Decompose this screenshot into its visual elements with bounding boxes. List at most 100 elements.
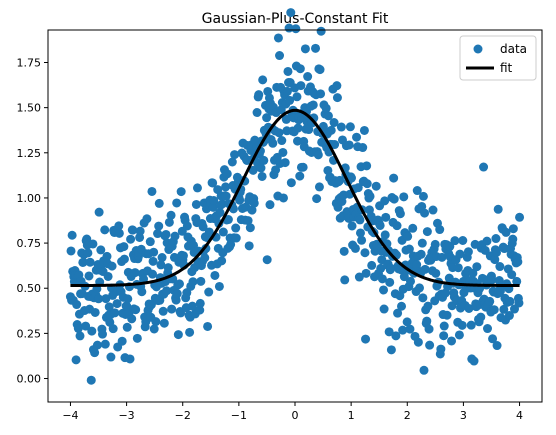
data-point [322, 104, 331, 113]
y-axis: 0.00 0.25 0.50 0.75 1.00 1.25 1.50 1.75 [17, 57, 49, 386]
data-point [419, 192, 428, 201]
legend: data fit [460, 36, 536, 80]
data-point [381, 213, 390, 222]
data-point [193, 183, 202, 192]
data-point [360, 126, 369, 135]
data-point [439, 331, 448, 340]
legend-data-marker [474, 45, 483, 54]
data-point [303, 72, 312, 81]
data-point [494, 205, 503, 214]
data-point [348, 221, 357, 230]
data-point [164, 263, 173, 272]
data-point [332, 81, 341, 90]
data-point [454, 263, 463, 272]
data-point [177, 187, 186, 196]
data-point [415, 283, 424, 292]
x-tick-label: 1 [348, 409, 355, 422]
data-point [87, 327, 96, 336]
data-point [72, 355, 81, 364]
data-point [83, 248, 92, 257]
data-point [123, 294, 132, 303]
data-point [204, 288, 213, 297]
data-point [188, 277, 197, 286]
data-point [367, 261, 376, 270]
data-point [167, 211, 176, 220]
y-tick-label: 0.00 [17, 373, 42, 386]
data-point [98, 330, 107, 339]
data-point [351, 244, 360, 253]
data-point [235, 196, 244, 205]
data-point [68, 231, 77, 240]
data-point [120, 255, 129, 264]
data-point [291, 24, 300, 33]
data-point [513, 257, 522, 266]
data-point [390, 195, 399, 204]
data-point [86, 258, 95, 267]
data-point [265, 200, 274, 209]
data-point [159, 307, 168, 316]
data-point [167, 305, 176, 314]
data-point [312, 194, 321, 203]
data-point [277, 136, 286, 145]
data-point [464, 247, 473, 256]
data-point [155, 199, 164, 208]
data-point [440, 322, 449, 331]
data-point [493, 341, 502, 350]
data-point [387, 345, 396, 354]
data-point [292, 92, 301, 101]
data-point [296, 81, 305, 90]
data-point [352, 133, 361, 142]
data-point [268, 139, 277, 148]
data-point [173, 289, 182, 298]
data-point [393, 221, 402, 230]
x-tick-label: −1 [231, 409, 247, 422]
data-point [458, 236, 467, 245]
data-point [450, 236, 459, 245]
data-point [443, 311, 452, 320]
legend-fit-label: fit [500, 61, 513, 75]
scatter-points [66, 8, 524, 385]
data-point [196, 277, 205, 286]
data-point [385, 278, 394, 287]
data-point [311, 44, 320, 53]
data-point [408, 224, 417, 233]
data-point [479, 163, 488, 172]
data-point [425, 341, 434, 350]
data-point [455, 330, 464, 339]
x-tick-label: −3 [118, 409, 134, 422]
data-point [148, 270, 157, 279]
data-point [485, 297, 494, 306]
data-point [490, 305, 499, 314]
data-point [223, 169, 232, 178]
data-point [250, 199, 259, 208]
data-point [231, 224, 240, 233]
data-point [436, 345, 445, 354]
data-point [428, 206, 437, 215]
data-point [296, 64, 305, 73]
data-point [381, 230, 390, 239]
y-tick-label: 0.25 [17, 327, 42, 340]
data-point [67, 246, 76, 255]
data-point [203, 322, 212, 331]
data-point [200, 253, 209, 262]
data-point [362, 269, 371, 278]
data-point [314, 150, 323, 159]
data-point [355, 215, 364, 224]
data-point [149, 248, 158, 257]
data-point [274, 33, 283, 42]
data-point [258, 172, 267, 181]
data-point [147, 187, 156, 196]
data-point [472, 262, 481, 271]
data-point [340, 275, 349, 284]
data-point [119, 242, 128, 251]
data-point [185, 328, 194, 337]
data-point [372, 182, 381, 191]
data-point [366, 192, 375, 201]
data-point [123, 323, 132, 332]
data-point [286, 8, 295, 17]
data-point [219, 228, 228, 237]
data-point [423, 227, 432, 236]
data-point [115, 229, 124, 238]
data-point [357, 236, 366, 245]
